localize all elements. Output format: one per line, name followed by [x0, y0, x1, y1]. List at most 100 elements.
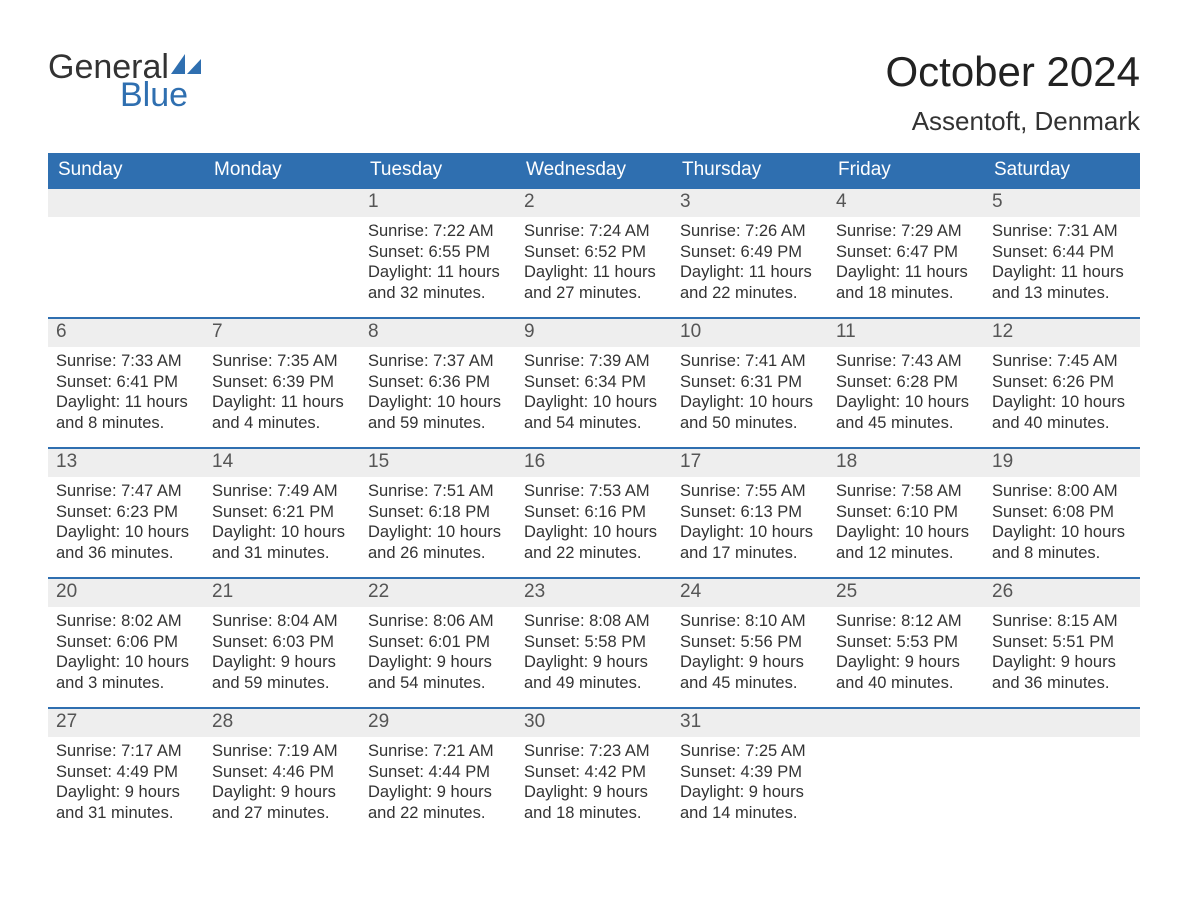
day-body: Sunrise: 7:39 AMSunset: 6:34 PMDaylight:… — [516, 347, 672, 442]
weekday-header: Saturday — [984, 153, 1140, 188]
sunrise-line: Sunrise: 7:21 AM — [368, 741, 508, 762]
sunset-line: Sunset: 6:28 PM — [836, 372, 976, 393]
page-title: October 2024 — [885, 48, 1140, 96]
sunset-line: Sunset: 6:52 PM — [524, 242, 664, 263]
day-number — [48, 189, 204, 217]
sunrise-line: Sunrise: 7:19 AM — [212, 741, 352, 762]
day-body: Sunrise: 7:22 AMSunset: 6:55 PMDaylight:… — [360, 217, 516, 312]
sunrise-line: Sunrise: 7:53 AM — [524, 481, 664, 502]
calendar-day: 16Sunrise: 7:53 AMSunset: 6:16 PMDayligh… — [516, 448, 672, 578]
sunset-line: Sunset: 6:21 PM — [212, 502, 352, 523]
sunset-line: Sunset: 6:55 PM — [368, 242, 508, 263]
daylight-line: Daylight: 9 hours and 14 minutes. — [680, 782, 820, 823]
daylight-line: Daylight: 11 hours and 32 minutes. — [368, 262, 508, 303]
daylight-line: Daylight: 11 hours and 22 minutes. — [680, 262, 820, 303]
day-number: 7 — [204, 319, 360, 347]
daylight-line: Daylight: 9 hours and 22 minutes. — [368, 782, 508, 823]
sunset-line: Sunset: 5:56 PM — [680, 632, 820, 653]
sunset-line: Sunset: 4:49 PM — [56, 762, 196, 783]
daylight-line: Daylight: 10 hours and 26 minutes. — [368, 522, 508, 563]
sunset-line: Sunset: 6:06 PM — [56, 632, 196, 653]
day-body: Sunrise: 8:08 AMSunset: 5:58 PMDaylight:… — [516, 607, 672, 702]
day-body: Sunrise: 7:43 AMSunset: 6:28 PMDaylight:… — [828, 347, 984, 442]
day-body: Sunrise: 7:21 AMSunset: 4:44 PMDaylight:… — [360, 737, 516, 832]
day-number: 10 — [672, 319, 828, 347]
day-body: Sunrise: 7:25 AMSunset: 4:39 PMDaylight:… — [672, 737, 828, 832]
calendar-day-empty — [828, 708, 984, 837]
sunrise-line: Sunrise: 8:00 AM — [992, 481, 1132, 502]
weekday-header: Monday — [204, 153, 360, 188]
day-number — [204, 189, 360, 217]
day-number: 12 — [984, 319, 1140, 347]
day-body: Sunrise: 7:58 AMSunset: 6:10 PMDaylight:… — [828, 477, 984, 572]
day-body: Sunrise: 7:55 AMSunset: 6:13 PMDaylight:… — [672, 477, 828, 572]
calendar-day: 8Sunrise: 7:37 AMSunset: 6:36 PMDaylight… — [360, 318, 516, 448]
calendar-day: 31Sunrise: 7:25 AMSunset: 4:39 PMDayligh… — [672, 708, 828, 837]
weekday-header: Tuesday — [360, 153, 516, 188]
calendar-day: 14Sunrise: 7:49 AMSunset: 6:21 PMDayligh… — [204, 448, 360, 578]
sunrise-line: Sunrise: 7:17 AM — [56, 741, 196, 762]
day-number: 13 — [48, 449, 204, 477]
sunset-line: Sunset: 6:10 PM — [836, 502, 976, 523]
day-body: Sunrise: 8:15 AMSunset: 5:51 PMDaylight:… — [984, 607, 1140, 702]
sunrise-line: Sunrise: 8:06 AM — [368, 611, 508, 632]
calendar-day: 17Sunrise: 7:55 AMSunset: 6:13 PMDayligh… — [672, 448, 828, 578]
day-number: 8 — [360, 319, 516, 347]
sunrise-line: Sunrise: 7:23 AM — [524, 741, 664, 762]
calendar-day: 22Sunrise: 8:06 AMSunset: 6:01 PMDayligh… — [360, 578, 516, 708]
sunrise-line: Sunrise: 7:47 AM — [56, 481, 196, 502]
day-body: Sunrise: 7:23 AMSunset: 4:42 PMDaylight:… — [516, 737, 672, 832]
day-number: 25 — [828, 579, 984, 607]
sunset-line: Sunset: 6:36 PM — [368, 372, 508, 393]
day-number: 20 — [48, 579, 204, 607]
day-number: 26 — [984, 579, 1140, 607]
day-body: Sunrise: 7:29 AMSunset: 6:47 PMDaylight:… — [828, 217, 984, 312]
day-number: 6 — [48, 319, 204, 347]
sunrise-line: Sunrise: 7:58 AM — [836, 481, 976, 502]
sunrise-line: Sunrise: 7:41 AM — [680, 351, 820, 372]
daylight-line: Daylight: 11 hours and 13 minutes. — [992, 262, 1132, 303]
sunrise-line: Sunrise: 7:49 AM — [212, 481, 352, 502]
day-number: 16 — [516, 449, 672, 477]
daylight-line: Daylight: 11 hours and 8 minutes. — [56, 392, 196, 433]
day-number: 24 — [672, 579, 828, 607]
calendar-day: 10Sunrise: 7:41 AMSunset: 6:31 PMDayligh… — [672, 318, 828, 448]
daylight-line: Daylight: 10 hours and 45 minutes. — [836, 392, 976, 433]
sunrise-line: Sunrise: 7:55 AM — [680, 481, 820, 502]
daylight-line: Daylight: 11 hours and 4 minutes. — [212, 392, 352, 433]
calendar-day: 11Sunrise: 7:43 AMSunset: 6:28 PMDayligh… — [828, 318, 984, 448]
sunrise-line: Sunrise: 7:51 AM — [368, 481, 508, 502]
day-number: 21 — [204, 579, 360, 607]
sunset-line: Sunset: 6:08 PM — [992, 502, 1132, 523]
daylight-line: Daylight: 10 hours and 59 minutes. — [368, 392, 508, 433]
daylight-line: Daylight: 10 hours and 3 minutes. — [56, 652, 196, 693]
calendar-day: 1Sunrise: 7:22 AMSunset: 6:55 PMDaylight… — [360, 188, 516, 318]
day-body — [984, 737, 1140, 829]
calendar-day: 2Sunrise: 7:24 AMSunset: 6:52 PMDaylight… — [516, 188, 672, 318]
calendar-table: SundayMondayTuesdayWednesdayThursdayFrid… — [48, 153, 1140, 837]
calendar-body: 1Sunrise: 7:22 AMSunset: 6:55 PMDaylight… — [48, 188, 1140, 837]
sunset-line: Sunset: 4:42 PM — [524, 762, 664, 783]
sunset-line: Sunset: 6:26 PM — [992, 372, 1132, 393]
daylight-line: Daylight: 9 hours and 54 minutes. — [368, 652, 508, 693]
calendar-day: 5Sunrise: 7:31 AMSunset: 6:44 PMDaylight… — [984, 188, 1140, 318]
calendar-day: 28Sunrise: 7:19 AMSunset: 4:46 PMDayligh… — [204, 708, 360, 837]
sunrise-line: Sunrise: 8:04 AM — [212, 611, 352, 632]
sunset-line: Sunset: 4:46 PM — [212, 762, 352, 783]
day-number: 5 — [984, 189, 1140, 217]
day-number: 30 — [516, 709, 672, 737]
logo: General Blue — [48, 48, 201, 112]
day-number: 4 — [828, 189, 984, 217]
sunset-line: Sunset: 6:18 PM — [368, 502, 508, 523]
calendar-day-empty — [48, 188, 204, 318]
sunrise-line: Sunrise: 7:29 AM — [836, 221, 976, 242]
day-body: Sunrise: 7:33 AMSunset: 6:41 PMDaylight:… — [48, 347, 204, 442]
weekday-header: Wednesday — [516, 153, 672, 188]
daylight-line: Daylight: 10 hours and 17 minutes. — [680, 522, 820, 563]
sunset-line: Sunset: 6:34 PM — [524, 372, 664, 393]
daylight-line: Daylight: 11 hours and 27 minutes. — [524, 262, 664, 303]
sunrise-line: Sunrise: 7:33 AM — [56, 351, 196, 372]
day-number: 19 — [984, 449, 1140, 477]
sunset-line: Sunset: 6:03 PM — [212, 632, 352, 653]
day-body: Sunrise: 8:12 AMSunset: 5:53 PMDaylight:… — [828, 607, 984, 702]
